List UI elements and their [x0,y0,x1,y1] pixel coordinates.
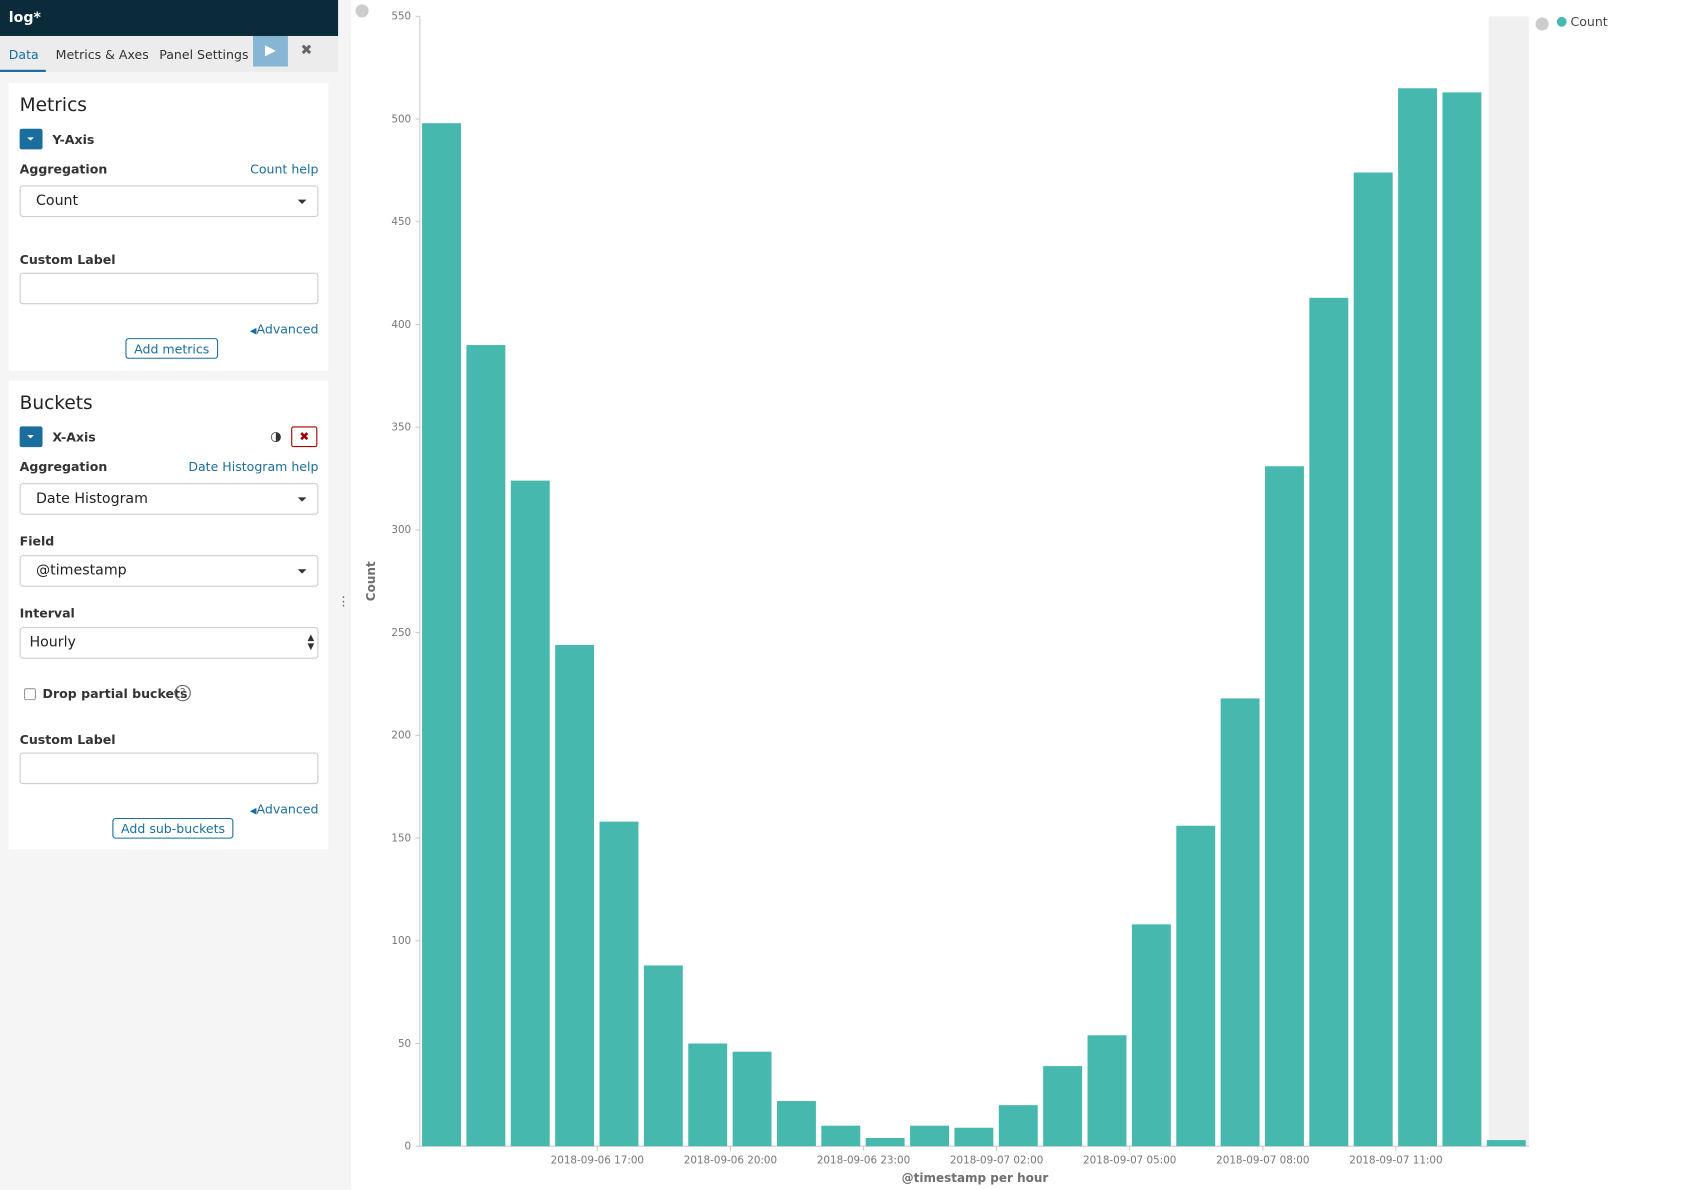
legend-swatch [1556,16,1567,27]
bar [643,965,683,1147]
bar [555,644,595,1147]
y-tick-label: 550 [391,11,411,23]
bar [1442,92,1482,1147]
y-tick-label: 450 [391,216,411,228]
aggregation-select[interactable]: Count [19,185,319,218]
section-title: Buckets [19,392,93,415]
discard-button[interactable]: ✖ [300,42,313,59]
field-select[interactable]: @timestamp [19,555,319,587]
bar [821,1125,861,1147]
tab-underline [0,69,46,72]
tab-bar: Data Metrics & Axes Panel Settings ▶ ✖ [0,35,339,72]
resize-handle[interactable]: · · · [341,590,346,615]
field-label: Custom Label [19,731,116,748]
checkbox[interactable] [23,688,36,701]
index-title: log* [0,0,339,36]
help-icon[interactable]: ? [174,684,191,702]
bar [1486,1140,1526,1147]
bar [1309,297,1349,1147]
legend-label: Count [1570,14,1607,29]
add-sub-buckets-button[interactable]: Add sub-buckets [112,817,234,839]
bar [865,1138,905,1147]
spinner-icon: ▲ ▼ [307,632,315,652]
bar [732,1051,772,1147]
x-axis-title: @timestamp per hour [902,1171,1049,1185]
bar [1220,698,1260,1147]
x-tick-label: 2018-09-06 17:00 [551,1155,644,1167]
field-label: Aggregation [19,459,108,475]
collapse-toggle[interactable] [19,426,43,448]
advanced-link[interactable]: ◀Advanced [249,321,319,337]
chart: Count @timestamp per hour 0 50 100 150 200 25… [355,4,1608,1185]
x-tick-label: 2018-09-07 08:00 [1216,1155,1309,1167]
y-tick-label: 250 [391,627,411,639]
y-tick-label: 150 [391,832,411,844]
y-tick-label: 200 [391,730,411,742]
buckets-card: Buckets X-Axis ◑ ✖ Aggregation Date Hist… [8,380,329,850]
y-tick-label: 400 [391,319,411,331]
x-tick-label: 2018-09-07 02:00 [950,1155,1043,1167]
y-tick-label: 500 [391,113,411,125]
help-link[interactable]: Count help [250,161,319,177]
y-tick-label: 350 [391,421,411,433]
advanced-text: Advanced [256,321,319,337]
agg-title: Y-Axis [52,131,95,148]
section-title: Metrics [19,94,87,117]
y-tick-label: 0 [405,1140,412,1152]
partial-bucket-shade [1488,16,1530,1147]
bar [1398,88,1438,1147]
tab[interactable]: Data [8,46,39,63]
interval-select[interactable]: Hourly [19,627,319,659]
advanced-link[interactable]: ◀Advanced [249,801,319,817]
x-tick-label: 2018-09-07 05:00 [1083,1155,1176,1167]
bar [998,1105,1038,1147]
bar [1176,825,1216,1147]
collapse-toggle[interactable] [19,128,43,150]
remove-button[interactable]: ✖ [291,426,318,448]
field-label: Field [19,533,55,549]
add-metrics-button[interactable]: Add metrics [125,338,219,359]
legend-toggle-icon[interactable] [1535,17,1549,31]
enable-toggle[interactable]: ◑ [270,428,282,444]
bar [1043,1066,1083,1147]
bar [599,821,639,1147]
bar [954,1127,994,1147]
advanced-text: Advanced [256,801,319,817]
bar [1353,172,1393,1147]
tab[interactable]: Panel Settings [159,46,249,63]
tab[interactable]: Metrics & Axes [55,46,149,63]
metrics-card: Metrics Y-Axis Aggregation Count help Co… [8,82,329,371]
bar [422,123,461,1147]
custom-label-input[interactable] [19,272,319,305]
bar [688,1043,728,1147]
field-label: Aggregation [19,161,108,177]
x-tick-label: 2018-09-06 23:00 [817,1155,910,1167]
apply-button[interactable]: ▶ [253,35,288,67]
bar [1087,1035,1127,1147]
x-tick-label: 2018-09-07 11:00 [1349,1155,1442,1167]
field-label: Custom Label [19,251,116,268]
help-link[interactable]: Date Histogram help [188,459,319,475]
bar [1131,924,1171,1147]
bar [466,345,506,1147]
y-tick-label: 50 [398,1038,411,1050]
custom-label-input[interactable] [19,752,319,785]
y-tick-label: 300 [391,524,411,536]
bar [910,1125,949,1147]
bar [510,480,550,1147]
checkbox-label: Drop partial buckets [42,685,188,702]
bar [1265,466,1304,1147]
aggregation-select[interactable]: Date Histogram [19,483,319,515]
y-tick-label: 100 [391,935,411,947]
field-label: Interval [19,605,75,621]
bar [776,1101,816,1147]
sidebar: log* Data Metrics & Axes Panel Settings … [0,0,352,1190]
x-tick-label: 2018-09-06 20:00 [684,1155,777,1167]
collapse-icon[interactable] [355,4,369,18]
agg-title: X-Axis [52,429,96,445]
y-axis-title: Count [364,561,378,601]
